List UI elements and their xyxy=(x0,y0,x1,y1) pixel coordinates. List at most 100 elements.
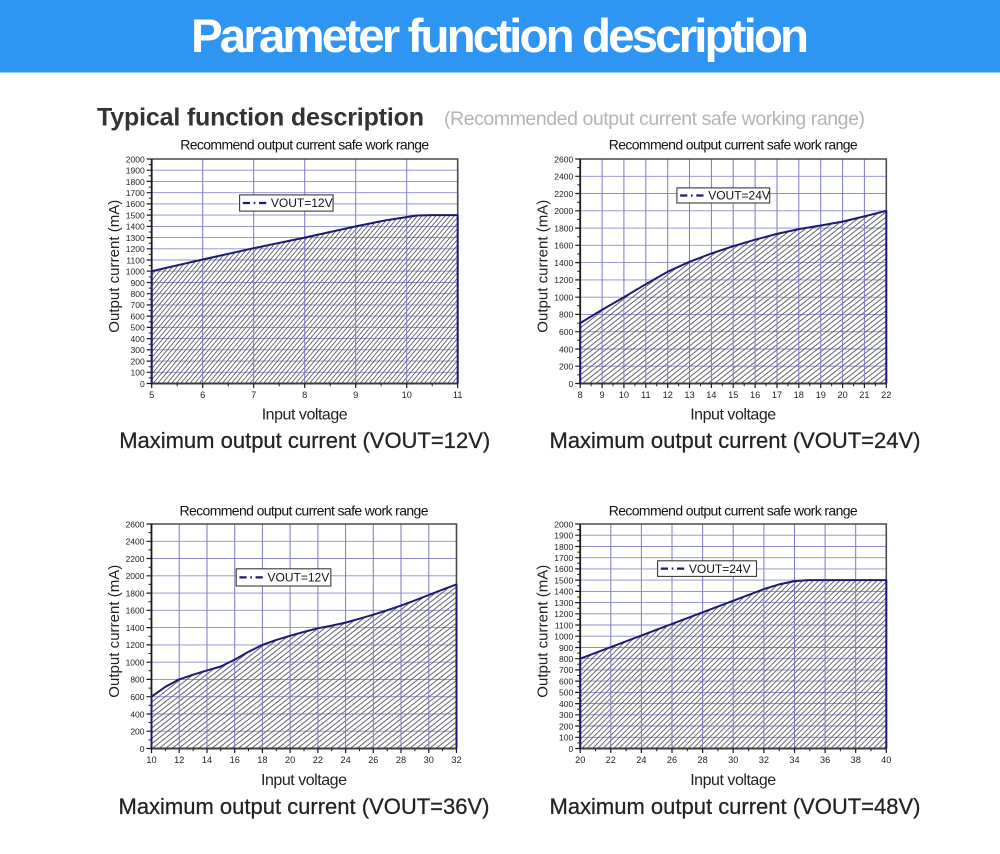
svg-text:800: 800 xyxy=(559,310,573,320)
svg-text:0: 0 xyxy=(568,744,573,754)
svg-text:Input voltage: Input voltage xyxy=(262,407,348,424)
svg-text:Maximum output current (VOUT=: Maximum output current (VOUT=12V) xyxy=(119,428,490,453)
svg-text:10: 10 xyxy=(402,390,412,400)
svg-text:18: 18 xyxy=(794,390,804,400)
svg-text:2400: 2400 xyxy=(554,172,573,182)
svg-text:34: 34 xyxy=(789,755,799,765)
svg-text:Maximum output current (VOUT=: Maximum output current (VOUT=36V) xyxy=(119,794,490,819)
svg-text:32: 32 xyxy=(451,755,461,765)
svg-text:1200: 1200 xyxy=(126,640,145,650)
svg-text:16: 16 xyxy=(230,755,240,765)
svg-text:1200: 1200 xyxy=(554,609,573,619)
svg-text:1300: 1300 xyxy=(554,598,573,608)
svg-text:24: 24 xyxy=(340,755,350,765)
svg-text:1300: 1300 xyxy=(126,233,145,243)
svg-text:7: 7 xyxy=(251,390,256,400)
svg-text:1600: 1600 xyxy=(554,564,573,574)
svg-text:600: 600 xyxy=(559,327,573,337)
svg-text:1900: 1900 xyxy=(126,166,145,176)
svg-text:1000: 1000 xyxy=(126,658,145,668)
svg-text:800: 800 xyxy=(559,654,573,664)
svg-text:1400: 1400 xyxy=(126,222,145,232)
svg-text:VOUT=12V: VOUT=12V xyxy=(268,571,330,585)
svg-text:12: 12 xyxy=(663,390,673,400)
svg-text:200: 200 xyxy=(131,356,145,366)
svg-text:1000: 1000 xyxy=(554,632,573,642)
svg-text:0: 0 xyxy=(140,744,145,754)
svg-text:2000: 2000 xyxy=(554,519,573,529)
svg-text:28: 28 xyxy=(396,755,406,765)
svg-text:11: 11 xyxy=(641,390,651,400)
svg-text:Typical function description: Typical function description xyxy=(97,103,424,131)
svg-text:1400: 1400 xyxy=(126,623,145,633)
svg-text:10: 10 xyxy=(619,390,629,400)
svg-text:1100: 1100 xyxy=(555,620,574,630)
svg-text:20: 20 xyxy=(837,390,847,400)
svg-text:2000: 2000 xyxy=(126,154,145,164)
svg-text:16: 16 xyxy=(750,390,760,400)
svg-text:Maximum output current (VOUT=: Maximum output current (VOUT=24V) xyxy=(550,428,921,453)
svg-text:1700: 1700 xyxy=(126,188,145,198)
svg-text:Output current (mA): Output current (mA) xyxy=(535,565,552,698)
svg-text:1800: 1800 xyxy=(126,588,145,598)
svg-text:400: 400 xyxy=(559,344,573,354)
svg-text:1000: 1000 xyxy=(126,267,145,277)
svg-text:1600: 1600 xyxy=(126,199,145,209)
svg-text:19: 19 xyxy=(816,390,826,400)
svg-text:26: 26 xyxy=(368,755,378,765)
svg-text:2000: 2000 xyxy=(554,206,573,216)
svg-text:100: 100 xyxy=(559,733,573,743)
svg-text:VOUT=12V: VOUT=12V xyxy=(271,196,333,210)
svg-text:300: 300 xyxy=(131,345,145,355)
svg-text:Input voltage: Input voltage xyxy=(261,772,347,789)
svg-text:21: 21 xyxy=(859,390,869,400)
svg-text:36: 36 xyxy=(820,755,830,765)
svg-text:20: 20 xyxy=(285,755,295,765)
svg-text:1800: 1800 xyxy=(554,223,573,233)
svg-text:1100: 1100 xyxy=(126,255,145,265)
svg-text:0: 0 xyxy=(140,379,145,389)
svg-text:2200: 2200 xyxy=(554,189,573,199)
svg-text:22: 22 xyxy=(313,755,323,765)
svg-text:Parameter function description: Parameter function description xyxy=(191,10,809,63)
svg-text:400: 400 xyxy=(559,699,573,709)
svg-text:1900: 1900 xyxy=(554,531,573,541)
svg-text:2400: 2400 xyxy=(126,537,145,547)
svg-text:1200: 1200 xyxy=(554,275,573,285)
svg-text:22: 22 xyxy=(606,755,616,765)
svg-text:Output current (mA): Output current (mA) xyxy=(106,565,123,698)
svg-text:Recommend output current safe: Recommend output current safe work range xyxy=(180,136,429,152)
svg-text:400: 400 xyxy=(131,334,145,344)
svg-text:1700: 1700 xyxy=(554,553,573,563)
svg-text:26: 26 xyxy=(667,755,677,765)
svg-text:2600: 2600 xyxy=(126,519,145,529)
svg-text:1600: 1600 xyxy=(554,241,573,251)
svg-text:Recommend output current safe: Recommend output current safe work range xyxy=(609,136,858,152)
svg-text:28: 28 xyxy=(697,755,707,765)
svg-text:8: 8 xyxy=(578,390,583,400)
svg-text:9: 9 xyxy=(600,390,605,400)
svg-text:900: 900 xyxy=(131,278,145,288)
svg-text:1200: 1200 xyxy=(126,244,145,254)
svg-text:700: 700 xyxy=(559,665,573,675)
svg-text:VOUT=24V: VOUT=24V xyxy=(689,562,751,576)
svg-text:1500: 1500 xyxy=(126,210,145,220)
svg-text:Recommend output current safe: Recommend output current safe work range xyxy=(609,502,858,518)
svg-text:200: 200 xyxy=(559,721,573,731)
svg-text:11: 11 xyxy=(453,390,463,400)
svg-text:1500: 1500 xyxy=(554,575,573,585)
svg-text:1400: 1400 xyxy=(554,258,573,268)
svg-text:800: 800 xyxy=(131,289,145,299)
svg-text:Recommend output current safe: Recommend output current safe work range xyxy=(180,502,429,518)
svg-text:24: 24 xyxy=(636,755,646,765)
svg-text:Output current (mA): Output current (mA) xyxy=(535,200,552,333)
svg-text:14: 14 xyxy=(202,755,212,765)
svg-text:15: 15 xyxy=(728,390,738,400)
svg-text:2200: 2200 xyxy=(126,554,145,564)
svg-text:200: 200 xyxy=(130,727,144,737)
svg-text:12: 12 xyxy=(174,755,184,765)
svg-text:1600: 1600 xyxy=(126,606,145,616)
svg-text:40: 40 xyxy=(881,755,891,765)
svg-text:900: 900 xyxy=(559,643,573,653)
svg-text:0: 0 xyxy=(568,379,573,389)
